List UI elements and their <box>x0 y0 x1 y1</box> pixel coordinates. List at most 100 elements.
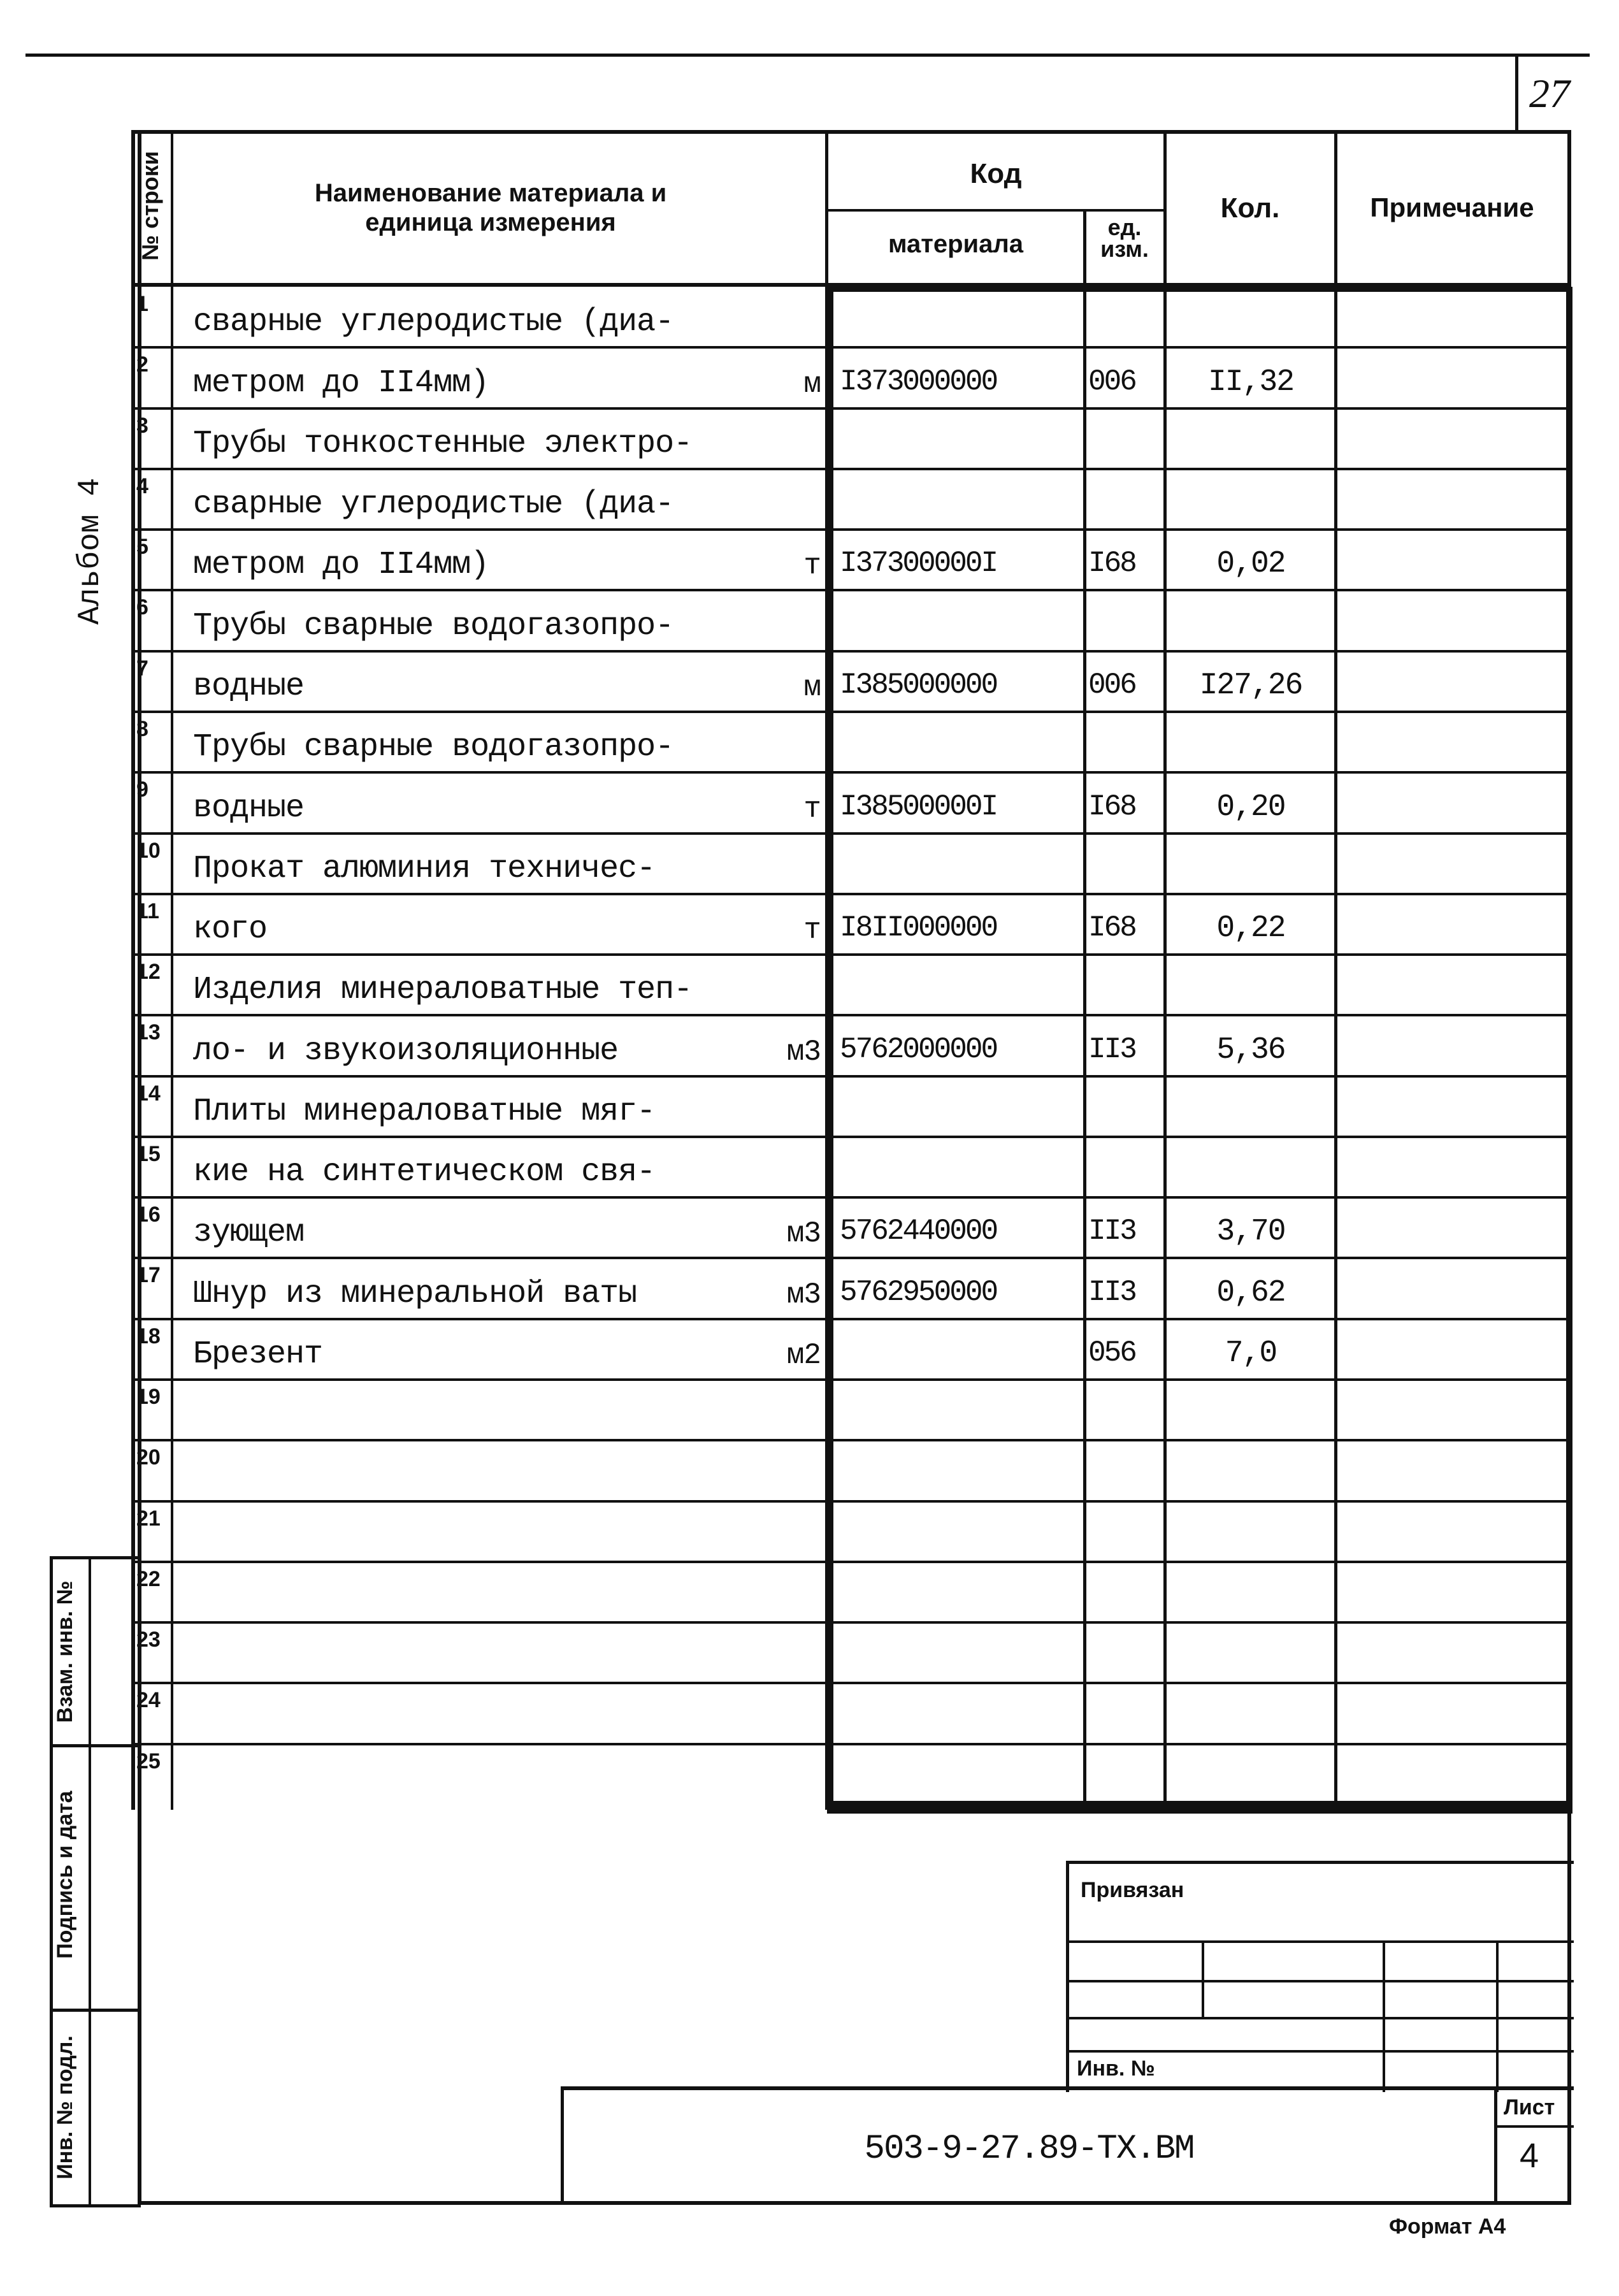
sheet-cell-line <box>1494 2125 1574 2128</box>
bound-line <box>1069 2050 1574 2053</box>
table-row: 15 кие на синтетическом свя- <box>133 1135 1567 1197</box>
row-number: 2 <box>136 352 148 377</box>
unit: т <box>803 792 821 826</box>
row-number: 19 <box>136 1385 161 1410</box>
quantity: I27,26 <box>1199 668 1304 703</box>
header-note: Примечание <box>1370 192 1534 222</box>
side-stamp-divider <box>53 1744 141 1747</box>
table-row: 12 Изделия минераловатные теп- <box>133 953 1567 1015</box>
table-row: 1 сварные углеродистые (диа- <box>133 287 1567 347</box>
quantity: 0,02 <box>1216 547 1286 582</box>
table-row: 5 метром до II4мм) т I37300000I I68 0,02 <box>133 528 1567 590</box>
replace-inv-label: Взам. инв. № <box>53 1580 77 1723</box>
row-number: 8 <box>136 716 148 741</box>
data-columns-thick-border <box>827 287 1572 1814</box>
col-divider-name <box>825 130 828 1810</box>
material-name: сварные углеродистые (диа- <box>193 304 674 341</box>
row-divider <box>133 1014 1567 1017</box>
row-divider <box>133 1135 1567 1138</box>
row-divider <box>133 346 1567 349</box>
header-row-no: № строки <box>137 151 163 261</box>
side-stamp: Взам. инв. № Подпись и дата Инв. № подл. <box>50 1556 141 2207</box>
row-number: 1 <box>136 292 148 316</box>
unit-code: 056 <box>1088 1336 1137 1370</box>
header-bottom-border <box>131 283 1571 287</box>
table-row: 24 <box>133 1682 1567 1744</box>
format-label: Формат А4 <box>1389 2214 1506 2239</box>
row-number: 12 <box>136 960 161 985</box>
row-number: 10 <box>136 838 161 863</box>
material-name: Трубы сварные водогазопро- <box>193 729 674 766</box>
material-name: Плиты минераловатные мяг- <box>193 1093 656 1130</box>
row-divider <box>133 649 1567 653</box>
table-row: 21 <box>133 1499 1567 1562</box>
row-divider <box>133 1742 1567 1745</box>
unit: м <box>803 367 821 401</box>
row-divider <box>133 1378 1567 1382</box>
table-row: 2 метром до II4мм) м I373000000 006 II,32 <box>133 346 1567 408</box>
sheet-value: 4 <box>1520 2137 1539 2175</box>
table-row: 4 сварные углеродистые (диа- <box>133 467 1567 530</box>
row-number: 24 <box>136 1688 161 1713</box>
row-number: 15 <box>136 1141 161 1166</box>
header-qty: Кол. <box>1220 192 1280 224</box>
row-divider <box>133 710 1567 713</box>
frame-bottom-border <box>138 2201 1571 2205</box>
row-divider <box>133 1439 1567 1442</box>
row-divider <box>133 407 1567 410</box>
code-subheader-line <box>827 209 1163 212</box>
table-row: 6 Трубы сварные водогазопро- <box>133 589 1567 651</box>
unit: т <box>803 914 821 948</box>
inv-no-label: Инв. № <box>1077 2056 1155 2081</box>
unit-code: II3 <box>1088 1032 1137 1066</box>
material-name: сварные углеродистые (диа- <box>193 486 674 523</box>
material-name: Прокат алюминия техничес- <box>193 850 656 887</box>
quantity: 0,22 <box>1216 911 1286 946</box>
col-divider-code <box>1083 209 1086 1809</box>
unit-code: I68 <box>1088 547 1137 581</box>
row-number: 3 <box>136 413 148 438</box>
row-divider <box>133 1621 1567 1624</box>
quantity: 0,62 <box>1216 1275 1286 1310</box>
table-row: 19 <box>133 1378 1567 1440</box>
bound-vline <box>1202 1940 1204 2017</box>
material-name: водные <box>193 790 305 827</box>
material-code: 5762440000 <box>840 1215 998 1248</box>
row-divider <box>133 1257 1567 1260</box>
bound-line <box>1069 2017 1574 2019</box>
side-stamp-divider <box>53 2009 141 2012</box>
quantity: II,32 <box>1207 365 1295 400</box>
unit: м2 <box>786 1339 821 1373</box>
col-divider-rowno <box>171 130 173 1810</box>
row-number: 21 <box>136 1506 161 1531</box>
row-number: 13 <box>136 1020 161 1045</box>
row-divider <box>133 1074 1567 1078</box>
bound-line <box>1069 1940 1574 1943</box>
side-stamp-divider <box>89 1559 91 2204</box>
row-number: 20 <box>136 1445 161 1470</box>
material-code: I38500000I <box>840 790 998 823</box>
page-number-box-left <box>1515 54 1518 130</box>
unit-code: I68 <box>1088 911 1137 945</box>
table-row: 14 Плиты минераловатные мяг- <box>133 1074 1567 1137</box>
row-number: 23 <box>136 1628 161 1652</box>
row-divider <box>133 1196 1567 1199</box>
material-code: 5762000000 <box>840 1032 998 1066</box>
table-row: 25 <box>133 1742 1567 1805</box>
table-row: 20 <box>133 1439 1567 1501</box>
row-divider <box>133 1560 1567 1563</box>
table-row: 9 водные т I38500000I I68 0,20 <box>133 771 1567 833</box>
material-name: Изделия минераловатные теп- <box>193 972 693 1009</box>
bound-block: Привязан Инв. № <box>1066 1861 1574 2092</box>
table-bottom-border <box>828 1801 1571 1809</box>
bound-line <box>1069 1980 1574 1982</box>
material-name: Трубы тонкостенные электро- <box>193 425 693 462</box>
material-code: I37300000I <box>840 547 998 581</box>
row-number: 17 <box>136 1263 161 1288</box>
table-row: 23 <box>133 1621 1567 1683</box>
unit-code: 006 <box>1088 668 1137 702</box>
material-code: I8II000000 <box>840 911 998 945</box>
table-row: 7 водные м I385000000 006 I27,26 <box>133 649 1567 712</box>
bound-vline <box>1383 1940 1385 2092</box>
